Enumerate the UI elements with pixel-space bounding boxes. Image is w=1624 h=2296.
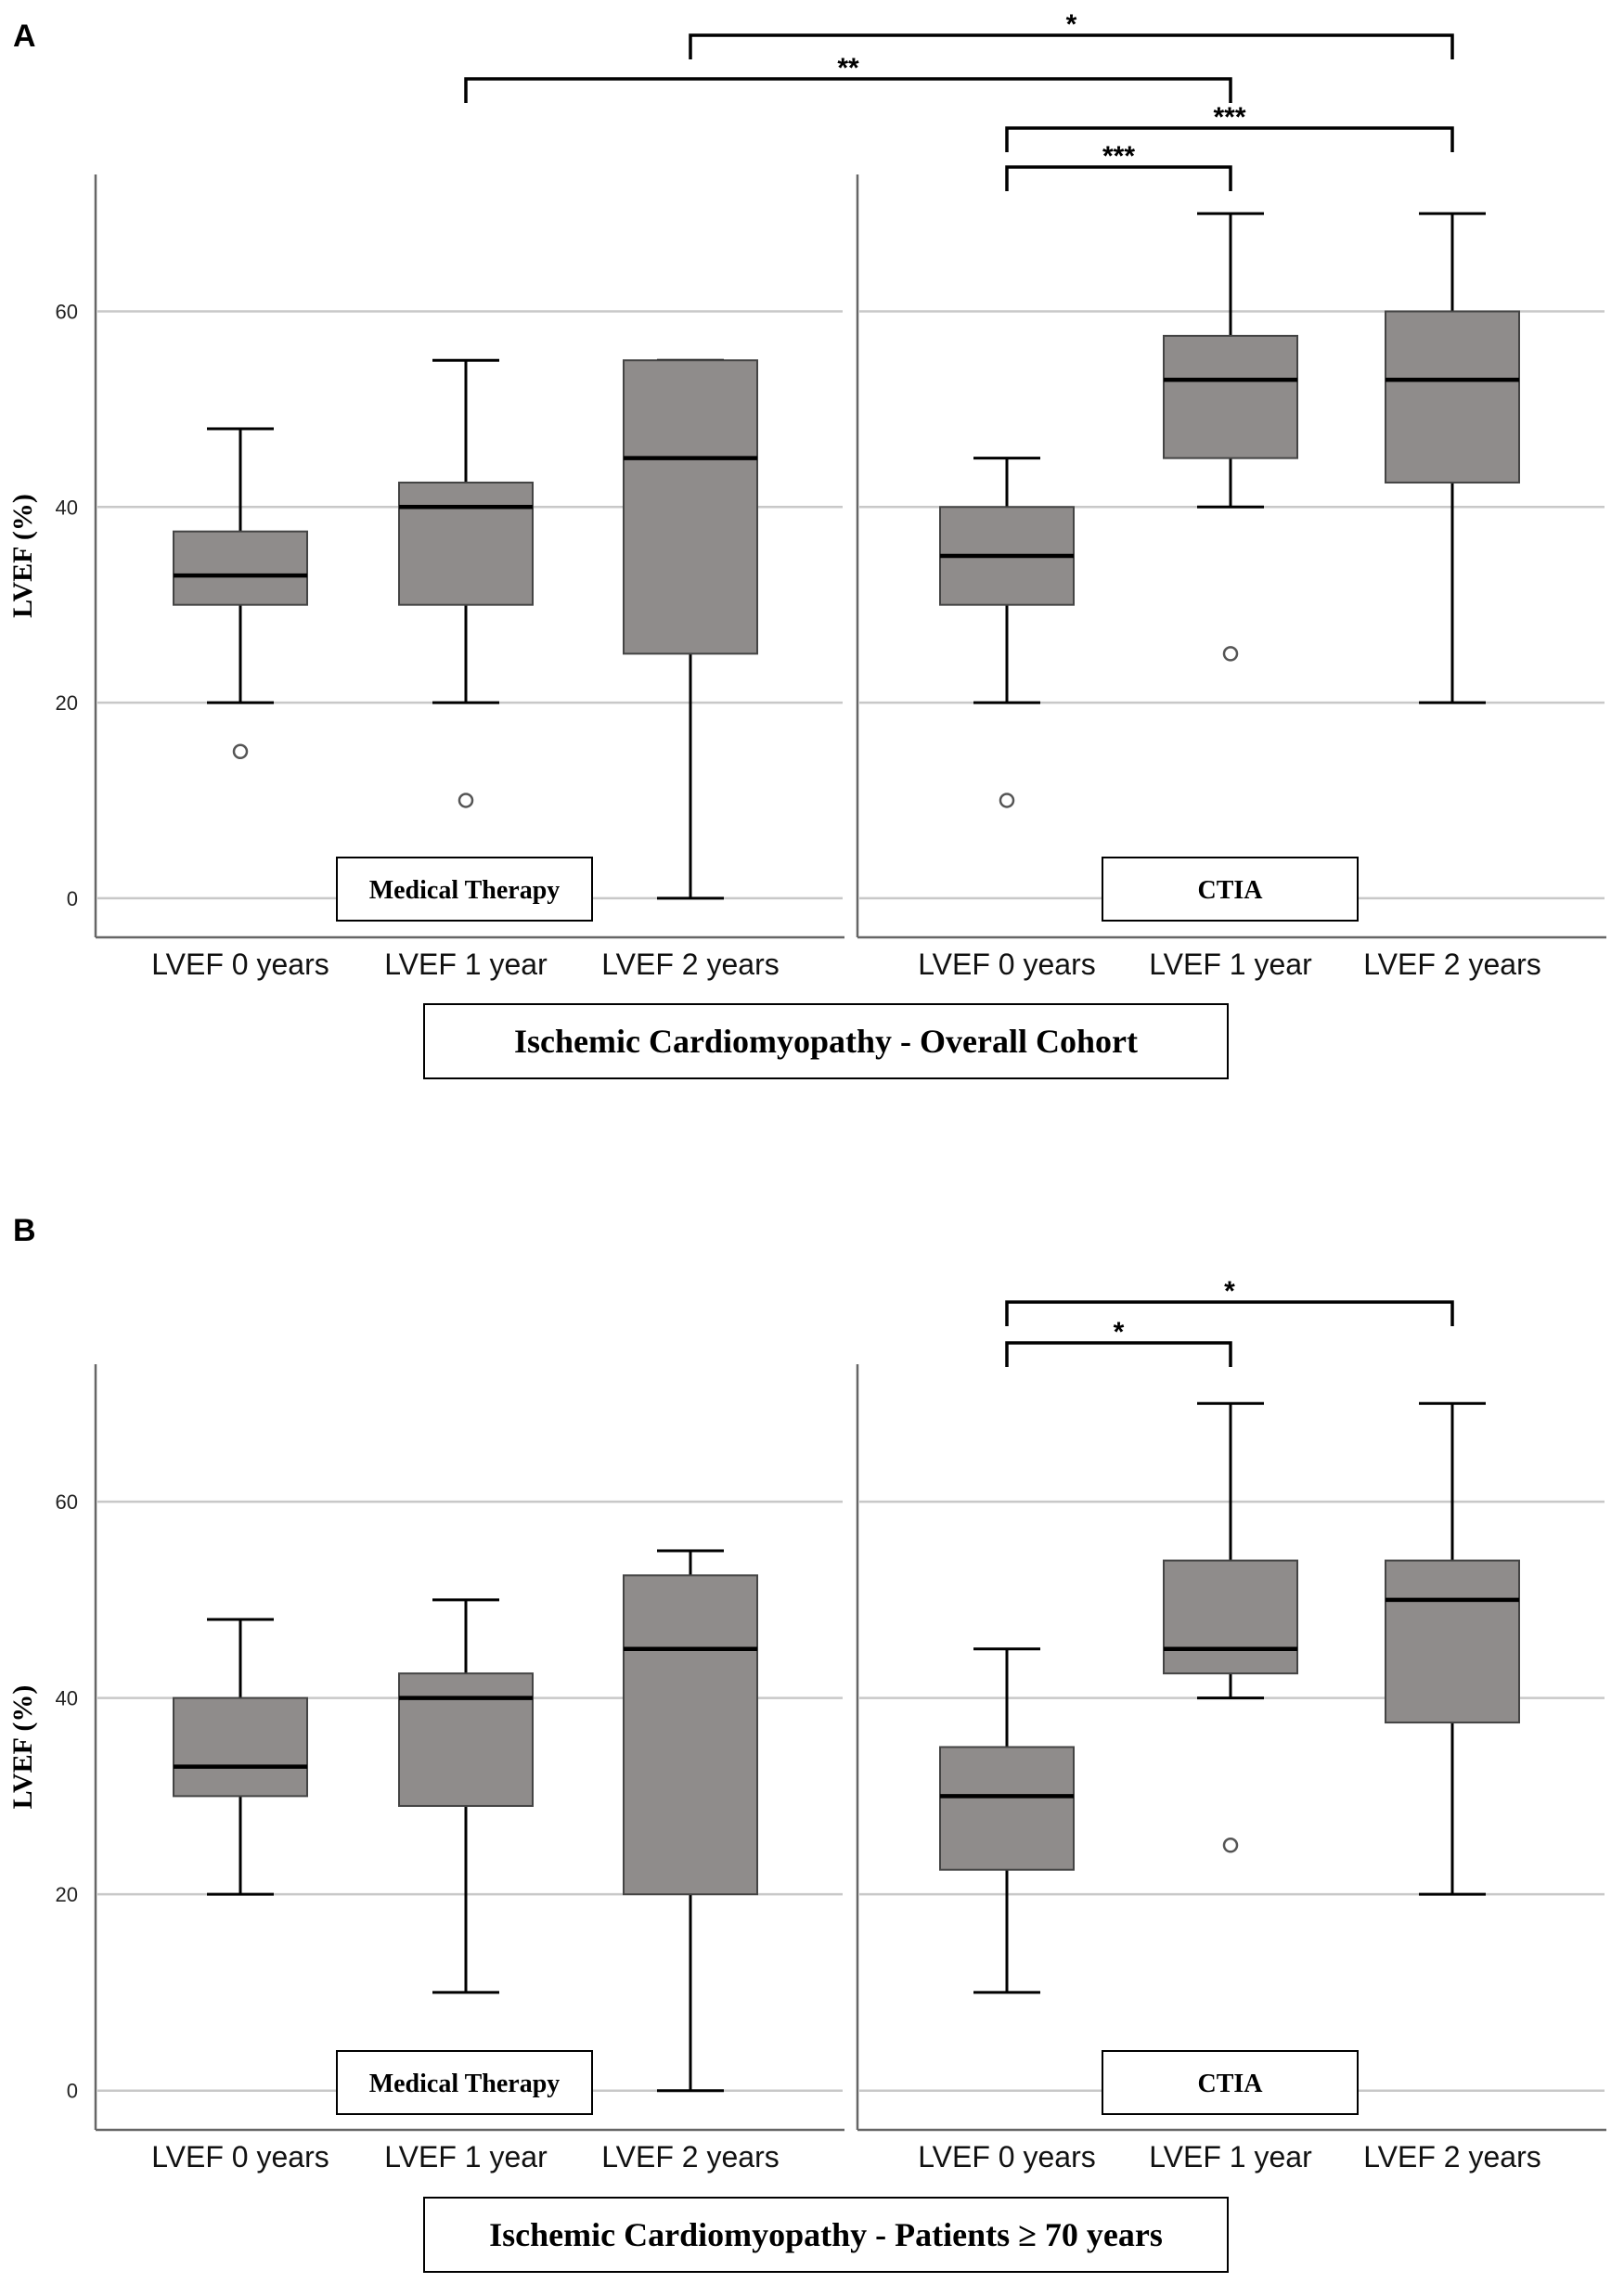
significance-label: *** — [1213, 102, 1245, 133]
y-tick-label: 60 — [56, 301, 78, 324]
group-label: CTIA — [1197, 2070, 1263, 2098]
box-medical-therapy-0 — [173, 1618, 308, 1896]
x-tick-label: LVEF 1 year — [384, 2140, 548, 2173]
iqr-box — [1163, 334, 1298, 459]
y-tick-label: 20 — [56, 691, 78, 715]
iqr-box — [398, 481, 534, 606]
chart-title-box — [423, 2197, 1229, 2273]
outlier-point — [1222, 646, 1239, 662]
box-medical-therapy-1 — [398, 1598, 534, 1994]
significance-bracket — [689, 33, 1454, 59]
box-ctia-0 — [939, 457, 1075, 808]
y-axis-label: LVEF (%) — [7, 494, 38, 618]
significance-label: * — [1114, 1317, 1125, 1348]
chart-title-box — [423, 1003, 1229, 1079]
x-tick-label: LVEF 2 years — [1363, 2140, 1540, 2173]
significance-bracket — [1005, 1341, 1232, 1367]
x-tick-label: LVEF 0 years — [151, 2140, 329, 2173]
group-label: CTIA — [1197, 876, 1263, 905]
iqr-box — [623, 359, 758, 655]
box-medical-therapy-1 — [398, 358, 534, 808]
significance-bracket — [1005, 126, 1454, 152]
x-tick-label: LVEF 2 years — [601, 948, 779, 981]
iqr-box — [1163, 1559, 1298, 1675]
y-tick-label: 60 — [56, 1490, 78, 1514]
y-tick-label: 40 — [56, 496, 78, 519]
outlier-point — [999, 793, 1015, 808]
x-tick-label: LVEF 2 years — [1363, 948, 1540, 981]
iqr-box — [173, 530, 308, 606]
outlier-point — [458, 793, 474, 808]
x-tick-label: LVEF 1 year — [1149, 948, 1312, 981]
significance-label: * — [1224, 1276, 1235, 1307]
box-ctia-0 — [939, 1647, 1075, 1994]
significance-label: *** — [1102, 141, 1135, 172]
outlier-point — [232, 743, 249, 760]
iqr-box — [1385, 310, 1520, 484]
x-tick-label: LVEF 0 years — [151, 948, 329, 981]
box-medical-therapy-2 — [623, 1549, 758, 2093]
significance-label: * — [1066, 9, 1077, 40]
group-label: Medical Therapy — [369, 876, 561, 905]
significance-label: ** — [837, 53, 859, 84]
box-medical-therapy-0 — [173, 427, 308, 760]
group-label-box — [336, 857, 593, 922]
group-label: Medical Therapy — [369, 2070, 561, 2098]
significance-bracket — [1005, 1300, 1454, 1326]
y-tick-label: 0 — [67, 2080, 78, 2103]
iqr-box — [939, 1746, 1075, 1871]
group-label-box — [336, 2050, 593, 2115]
x-tick-label: LVEF 1 year — [1149, 2140, 1312, 2173]
panel-b: B LVEF (%) 0 20 40 60 LVEF 0 years LVEF 1 year L… — [7, 1213, 1606, 2273]
x-tick-label: LVEF 0 years — [918, 948, 1095, 981]
box-ctia-1 — [1163, 212, 1298, 662]
group-label-box — [1102, 2050, 1359, 2115]
x-tick-label: LVEF 2 years — [601, 2140, 779, 2173]
y-tick-label: 20 — [56, 1883, 78, 1906]
significance-bracket — [464, 77, 1232, 103]
box-ctia-1 — [1163, 1401, 1298, 1853]
iqr-box — [1385, 1559, 1520, 1724]
panel-letter: B — [13, 1213, 36, 1248]
iqr-box — [623, 1574, 758, 1896]
iqr-box — [398, 1672, 534, 1807]
outlier-point — [1222, 1838, 1239, 1853]
x-tick-label: LVEF 1 year — [384, 948, 548, 981]
iqr-box — [173, 1696, 308, 1798]
y-tick-label: 0 — [67, 887, 78, 910]
panel-letter: A — [13, 19, 36, 54]
box-ctia-2 — [1385, 212, 1520, 704]
y-axis-label: LVEF (%) — [7, 1685, 38, 1810]
significance-bracket — [1005, 165, 1232, 191]
box-medical-therapy-2 — [623, 358, 758, 900]
chart-title: Ischemic Cardiomyopathy - Patients ≥ 70 … — [489, 2216, 1163, 2253]
chart-title: Ischemic Cardiomyopathy - Overall Cohort — [514, 1023, 1138, 1060]
group-label-box — [1102, 857, 1359, 922]
panel-a: A LVEF (%) 0 20 40 60 LVEF 0 years LVEF 1 year L… — [7, 9, 1606, 1079]
y-tick-label: 40 — [56, 1687, 78, 1710]
box-ctia-2 — [1385, 1401, 1520, 1896]
x-tick-label: LVEF 0 years — [918, 2140, 1095, 2173]
